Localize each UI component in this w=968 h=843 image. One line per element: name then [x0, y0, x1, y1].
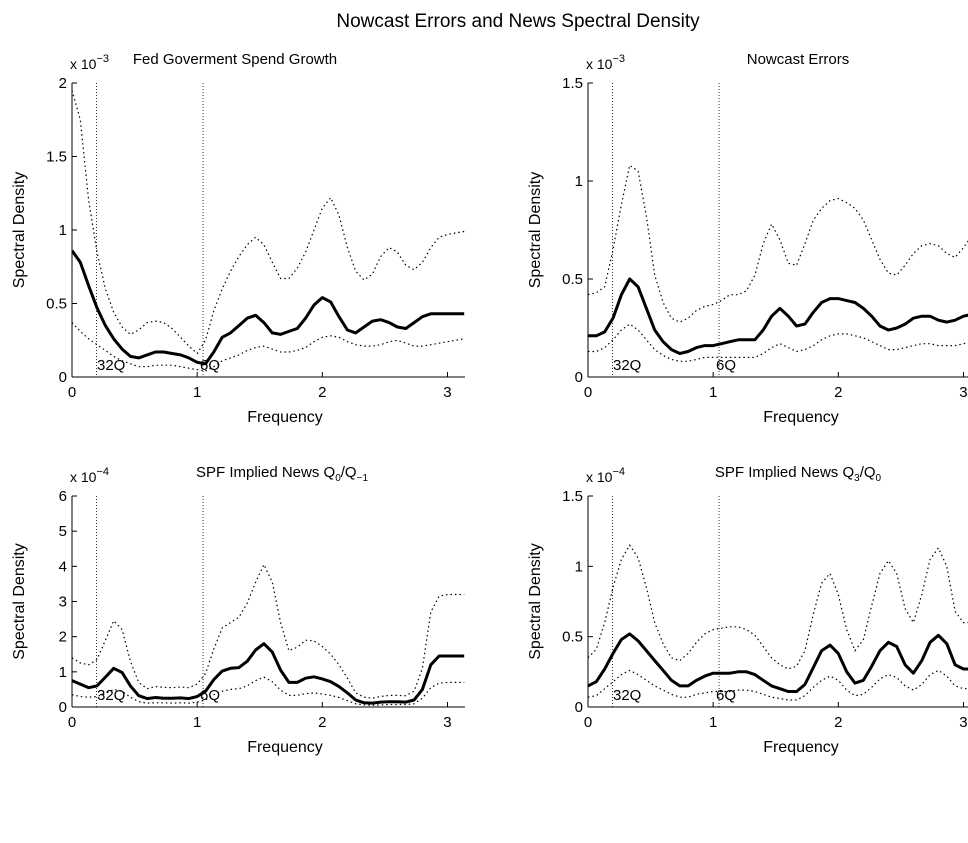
axis-multiplier: x 10−4 — [586, 466, 625, 485]
x-tick-label: 0 — [584, 714, 592, 731]
frequency-marker-label: 6Q — [200, 687, 220, 704]
y-tick-label: 0.5 — [46, 296, 67, 313]
x-tick-label: 1 — [193, 384, 201, 401]
panel-title: SPF Implied News Q0/Q−1 — [196, 464, 368, 484]
series-group — [72, 563, 465, 706]
x-tick-label: 2 — [318, 384, 326, 401]
chart-panel-4: 0 0.5 1 1.5 0 1 2 3 Frequency Spectral Density x 1… — [527, 464, 968, 756]
x-tick-label: 2 — [834, 714, 842, 731]
lower-band-line — [588, 323, 968, 362]
upper-band-line — [72, 563, 465, 699]
chart-panels: 0 0.5 1 1.5 2 0 1 2 3 Frequency Spectral Density x … — [11, 51, 968, 756]
x-tick-label: 3 — [959, 384, 967, 401]
spectral-density-line — [588, 277, 968, 355]
x-tick-label: 0 — [584, 384, 592, 401]
spectral-density-line — [588, 632, 968, 693]
y-tick-label: 2 — [59, 629, 67, 646]
x-tick-label: 3 — [443, 714, 451, 731]
y-axis-label: Spectral Density — [527, 172, 544, 289]
series-group — [588, 544, 968, 701]
panel-title: Fed Goverment Spend Growth — [133, 51, 337, 68]
lower-band-line — [588, 669, 968, 701]
frequency-marker-label: 32Q — [97, 357, 125, 374]
y-tick-label: 0 — [59, 699, 67, 716]
chart-panel-1: 0 0.5 1 1.5 2 0 1 2 3 Frequency Spectral Density x … — [11, 51, 465, 426]
y-tick-label: 0.5 — [562, 271, 583, 288]
y-tick-label: 1 — [59, 664, 67, 681]
y-tick-label: 0.5 — [562, 629, 583, 646]
y-tick-label: 1.5 — [46, 149, 67, 166]
frequency-marker-label: 32Q — [613, 687, 641, 704]
y-tick-label: 1.5 — [562, 488, 583, 505]
x-tick-label: 1 — [709, 384, 717, 401]
x-axis-label: Frequency — [247, 739, 323, 756]
y-axis-label: Spectral Density — [11, 172, 28, 289]
y-tick-label: 5 — [59, 523, 67, 540]
x-tick-label: 2 — [834, 384, 842, 401]
y-axis-label: Spectral Density — [11, 543, 28, 660]
upper-band-line — [72, 90, 465, 355]
x-tick-label: 0 — [68, 714, 76, 731]
panel-title: SPF Implied News Q3/Q0 — [715, 464, 882, 484]
panel-title: Nowcast Errors — [747, 51, 850, 68]
series-group — [72, 90, 465, 372]
x-axis-label: Frequency — [763, 739, 839, 756]
y-axis-label: Spectral Density — [527, 543, 544, 660]
upper-band-line — [588, 164, 968, 323]
chart-panel-2: 0 0.5 1 1.5 0 1 2 3 Frequency Spectral Density x 1… — [527, 51, 968, 426]
frequency-marker-label: 32Q — [613, 357, 641, 374]
x-tick-label: 2 — [318, 714, 326, 731]
frequency-marker-label: 6Q — [716, 357, 736, 374]
x-tick-label: 1 — [193, 714, 201, 731]
x-axis-label: Frequency — [247, 409, 323, 426]
frequency-marker-label: 32Q — [97, 687, 125, 704]
y-tick-label: 3 — [59, 594, 67, 611]
y-tick-label: 1 — [575, 173, 583, 190]
axis-multiplier: x 10−4 — [70, 466, 109, 485]
axis-multiplier: x 10−3 — [586, 53, 625, 72]
y-tick-label: 1 — [575, 558, 583, 575]
y-tick-label: 0 — [59, 369, 67, 386]
series-group — [588, 164, 968, 362]
axis-multiplier: x 10−3 — [70, 53, 109, 72]
y-tick-label: 2 — [59, 75, 67, 92]
spectral-density-line — [72, 249, 465, 366]
lower-band-line — [72, 676, 465, 706]
y-tick-label: 0 — [575, 369, 583, 386]
chart-panel-3: 0 1 2 3 4 5 6 0 1 2 3 Frequency Spectral Density x 10… — [11, 464, 465, 756]
x-tick-label: 3 — [959, 714, 967, 731]
y-tick-label: 4 — [59, 558, 67, 575]
x-tick-label: 1 — [709, 714, 717, 731]
spectral-density-line — [72, 642, 465, 705]
frequency-marker-label: 6Q — [200, 357, 220, 374]
lower-band-line — [72, 322, 465, 372]
x-tick-label: 3 — [443, 384, 451, 401]
frequency-marker-label: 6Q — [716, 687, 736, 704]
y-tick-label: 6 — [59, 488, 67, 505]
x-axis-label: Frequency — [763, 409, 839, 426]
y-tick-label: 1 — [59, 222, 67, 239]
figure-title: Nowcast Errors and News Spectral Density — [336, 11, 700, 32]
y-tick-label: 0 — [575, 699, 583, 716]
y-tick-label: 1.5 — [562, 75, 583, 92]
x-tick-label: 0 — [68, 384, 76, 401]
